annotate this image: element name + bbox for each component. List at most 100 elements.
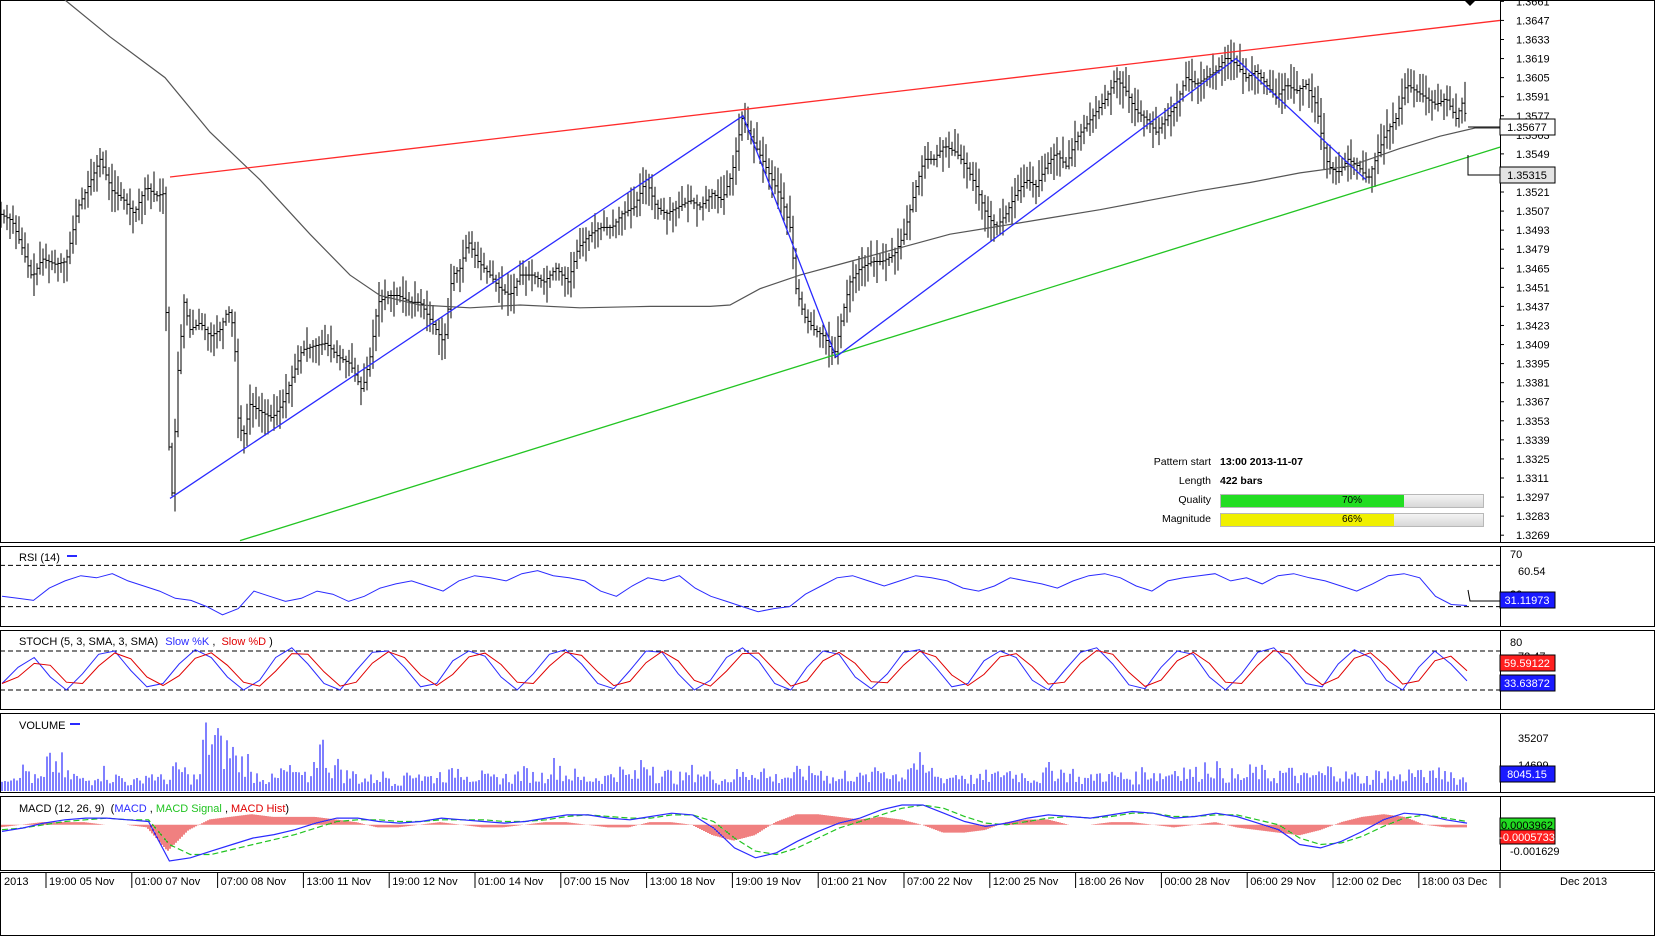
stoch-d-current-text: 59.59122 [1504, 658, 1550, 670]
macd-current-a: 0.0003962 [1501, 820, 1553, 832]
magnitude-bar: 66% [1220, 513, 1484, 527]
price-tick-label: 1.3619 [1516, 54, 1550, 66]
stoch-title: STOCH (5, 3, SMA, 3, SMA) [19, 636, 158, 648]
price-tick-label: 1.3465 [1516, 263, 1550, 275]
macd-signal-legend: MACD Signal [156, 803, 222, 815]
time-tick-label: 07:00 15 Nov [564, 876, 630, 888]
price-tick-label: 1.3493 [1516, 225, 1550, 237]
time-tick-label: 19:00 19 Nov [735, 876, 801, 888]
time-tick-label: 19:00 12 Nov [392, 876, 458, 888]
rsi-line [1, 570, 1468, 616]
macd-panel: MACD (12, 26, 9) (MACD , MACD Signal , MAC… [1, 803, 1560, 862]
macd-legend: MACD [114, 803, 146, 815]
magnitude-label: Magnitude [1161, 513, 1211, 525]
price-tick-label: 1.3507 [1516, 206, 1550, 218]
rsi-panel: RSI (14) 70 60.54 30 31.11973 [0, 549, 1556, 616]
stoch-level-80-label: 80 [1510, 637, 1522, 649]
time-tick-label: 13:00 18 Nov [650, 876, 716, 888]
quality-text: 70% [1341, 495, 1362, 506]
time-tick-label: 13:00 11 Nov [306, 876, 371, 888]
time-tick-label: 12:00 25 Nov [993, 876, 1059, 888]
price-tick-label: 1.3367 [1516, 397, 1550, 409]
resistance-line [169, 19, 1501, 178]
magnitude-row: Magnitude 66% [1125, 513, 1565, 529]
price-tick-label: 1.3661 [1516, 0, 1550, 8]
current-price-label: 1.35677 [1468, 118, 1556, 136]
volume-title: VOLUME [19, 720, 65, 732]
length-label: Length [1178, 475, 1211, 487]
price-tick-label: 1.3591 [1516, 92, 1550, 104]
price-tick-label: 1.3479 [1516, 244, 1550, 256]
time-tick-label: 00:00 28 Nov [1164, 876, 1230, 888]
macd-line [1, 804, 1468, 862]
length-value: 422 bars [1220, 475, 1263, 487]
rsi-value-label: 60.54 [1518, 566, 1546, 578]
price-tick-label: 1.3521 [1516, 187, 1550, 199]
time-tick-label: 01:00 14 Nov [478, 876, 544, 888]
price-tick-label: 1.3549 [1516, 149, 1550, 161]
time-tick-label: 01:00 21 Nov [821, 876, 887, 888]
time-tick-label: 12:00 02 Dec [1336, 876, 1402, 888]
rsi-current-text: 31.11973 [1504, 595, 1549, 607]
stoch-d-legend: Slow %D [221, 636, 266, 648]
time-axis-month-label: Dec 2013 [1560, 876, 1607, 888]
stoch-k-line [1, 647, 1468, 691]
scroll-arrow-icon [1464, 0, 1476, 6]
pattern-start-row: Pattern start 13:00 2013-11-07 [1125, 456, 1565, 472]
time-tick-label: 19:00 05 Nov [49, 876, 115, 888]
pattern-zigzag-line [169, 57, 1367, 499]
quality-bar: 70% [1220, 494, 1484, 508]
quality-bar-fill [1221, 495, 1405, 507]
quality-label: Quality [1178, 494, 1211, 506]
volume-bars [1, 722, 1467, 791]
magnitude-text: 66% [1341, 514, 1362, 525]
price-tick-label: 1.3395 [1516, 359, 1550, 371]
price-tick-label: 1.3633 [1516, 34, 1550, 46]
pattern-start-value: 13:00 2013-11-07 [1220, 456, 1303, 468]
price-panel: 1.3661 1.3647 1.3633 1.3619 1.3605 1.3591 1.35… [0, 0, 1556, 542]
panel-frame-1 [0, 546, 1655, 627]
price-tick-label: 1.3311 [1516, 473, 1549, 485]
time-tick-label: 07:00 22 Nov [907, 876, 973, 888]
price-tick-label: 1.3409 [1516, 340, 1550, 352]
time-axis-year-label: 2013 [4, 876, 28, 888]
stoch-panel: STOCH (5, 3, SMA, 3, SMA) Slow %K , Slow… [0, 636, 1556, 692]
stoch-d-line [1, 649, 1468, 687]
time-tick-label: 01:00 07 Nov [135, 876, 201, 888]
volume-top-tick: 35207 [1518, 733, 1549, 745]
marker-price-text: 1.35315 [1507, 170, 1547, 182]
time-tick-label: 06:00 29 Nov [1250, 876, 1316, 888]
volume-current-text: 8045.15 [1507, 769, 1547, 781]
price-tick-label: 1.3325 [1516, 454, 1550, 466]
marker-price-label: 1.35315 [1467, 155, 1556, 184]
price-tick-label: 1.3423 [1516, 320, 1550, 332]
price-tick-label: 1.3381 [1516, 378, 1550, 390]
stoch-k-current-text: 33.63872 [1504, 678, 1550, 690]
support-line [239, 146, 1501, 542]
rsi-title: RSI (14) [19, 552, 60, 564]
price-tick-label: 1.3283 [1516, 511, 1550, 523]
stoch-k-legend: Slow %K [165, 636, 210, 648]
price-tick-label: 1.3451 [1516, 282, 1550, 294]
macd-hist-legend: MACD Hist [231, 803, 285, 815]
macd-title: MACD (12, 26, 9) [19, 803, 105, 815]
price-tick-label: 1.3647 [1516, 15, 1550, 27]
svg-text:STOCH (5, 3, SMA, 3, SMA): STOCH (5, 3, SMA, 3, SMA) Slow %K , Slow… [19, 636, 273, 648]
quality-row: Quality 70% [1125, 494, 1565, 510]
svg-text:MACD (12, 26, 9) (MACD: MACD (12, 26, 9) (MACD , MACD Signal , MAC… [19, 803, 289, 815]
macd-bottom-tick: -0.001629 [1510, 846, 1560, 858]
price-tick-label: 1.3339 [1516, 435, 1550, 447]
price-tick-label: 1.3605 [1516, 73, 1550, 85]
magnitude-bar-fill [1221, 514, 1394, 526]
time-axis: 2013 19:00 05 Nov 01:00 07 Nov 07:00 08 Nov… [4, 873, 1607, 888]
price-axis-ticks: 1.3661 1.3647 1.3633 1.3619 1.3605 1.3591 1.35… [1500, 0, 1550, 542]
rsi-level-70-label: 70 [1510, 549, 1522, 561]
price-tick-label: 1.3437 [1516, 301, 1550, 313]
moving-average-line [64, 0, 1500, 309]
length-row: Length 422 bars [1125, 475, 1565, 491]
price-tick-label: 1.3353 [1516, 416, 1550, 428]
current-price-text: 1.35677 [1507, 122, 1547, 134]
price-tick-label: 1.3297 [1516, 492, 1550, 504]
time-tick-label: 18:00 26 Nov [1079, 876, 1145, 888]
